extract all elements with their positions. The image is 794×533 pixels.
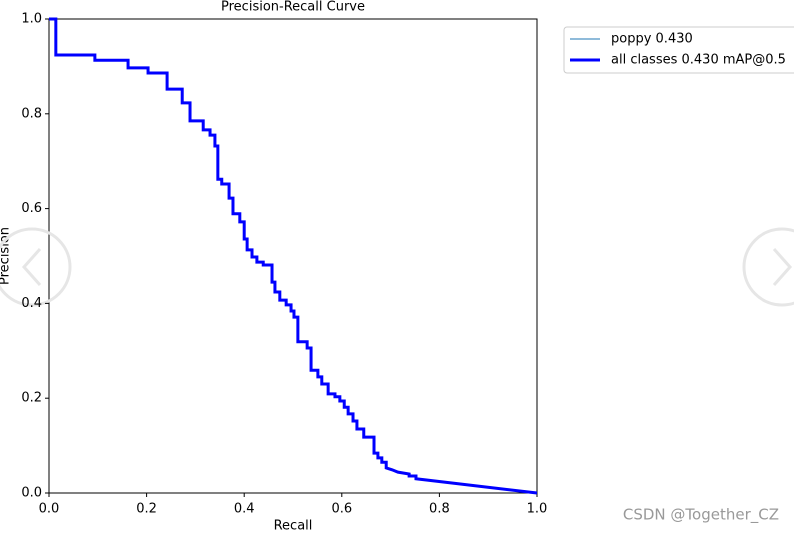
legend-label: poppy 0.430 xyxy=(611,32,693,47)
legend-label: all classes 0.430 mAP@0.5 xyxy=(611,53,786,68)
x-tick-label: 0.2 xyxy=(136,502,157,517)
y-tick-label: 0.4 xyxy=(21,296,42,311)
watermark: CSDN @Together_CZ xyxy=(623,506,779,525)
y-tick-label: 0.6 xyxy=(21,201,42,216)
y-tick-label: 1.0 xyxy=(21,12,42,27)
x-tick-label: 0.0 xyxy=(39,502,60,517)
y-tick-label: 0.8 xyxy=(21,106,42,121)
legend-box xyxy=(563,26,794,74)
x-tick-label: 0.8 xyxy=(429,502,450,517)
pr-curve xyxy=(49,17,538,495)
chart-title: Precision-Recall Curve xyxy=(221,0,365,15)
next-arrow xyxy=(772,248,793,286)
y-tick-label: 0.2 xyxy=(21,391,42,406)
next-button[interactable] xyxy=(742,227,794,307)
x-tick-label: 0.4 xyxy=(234,502,255,517)
prev-arrow xyxy=(21,248,42,286)
x-tick-label: 0.6 xyxy=(331,502,352,517)
y-tick-label: 0.0 xyxy=(21,486,42,501)
prev-button[interactable] xyxy=(0,227,72,307)
x-axis-label: Recall xyxy=(274,519,313,533)
plot-frame xyxy=(48,18,538,494)
x-tick-label: 1.0 xyxy=(527,502,548,517)
pr-curve xyxy=(49,18,538,494)
